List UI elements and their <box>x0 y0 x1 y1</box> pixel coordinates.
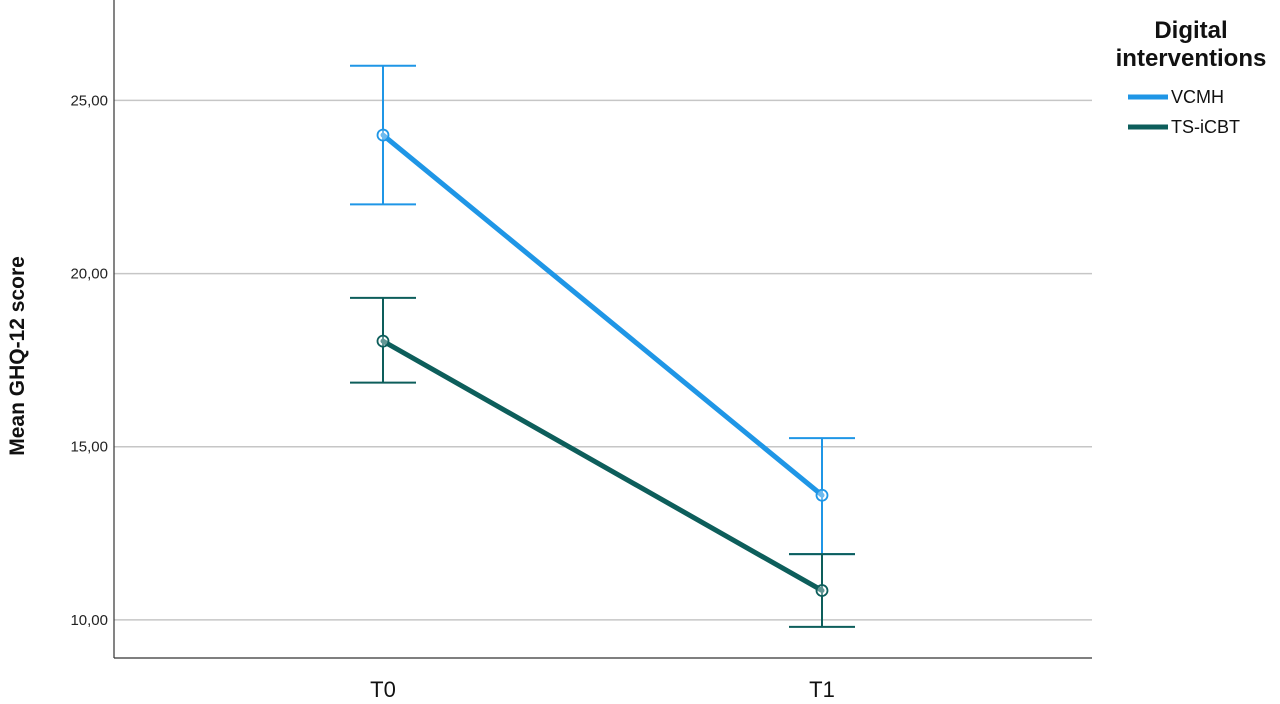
series <box>350 64 855 628</box>
y-tick-labels: 10,00 15,00 20,00 25,00 <box>70 92 108 628</box>
y-tick-label: 20,00 <box>70 266 108 283</box>
series-line <box>380 338 825 593</box>
series-vcmh <box>350 64 855 556</box>
legend-title-line-2: interventions <box>1116 45 1267 72</box>
y-tick-label: 15,00 <box>70 439 108 456</box>
gridlines <box>114 99 1092 621</box>
data-point <box>815 488 829 502</box>
y-axis-title: Mean GHQ-12 score <box>6 256 29 456</box>
series-ts-icbt <box>350 296 855 628</box>
data-point <box>376 128 390 142</box>
legend: Digital interventions VCMH TS-iCBT <box>1116 17 1267 137</box>
x-tick-label: T0 <box>370 677 396 702</box>
legend-title-line-1: Digital <box>1154 17 1227 44</box>
data-point <box>815 584 829 597</box>
y-tick-label: 10,00 <box>70 612 108 629</box>
legend-items: VCMH TS-iCBT <box>1128 87 1240 137</box>
series-line <box>380 132 825 498</box>
legend-label-vcmh: VCMH <box>1171 87 1224 107</box>
axes <box>113 0 1092 659</box>
x-tick-labels: T0 T1 <box>370 677 835 702</box>
legend-label-ts-icbt: TS-iCBT <box>1171 117 1240 137</box>
data-point <box>376 334 390 348</box>
x-tick-label: T1 <box>809 677 835 702</box>
y-tick-label: 25,00 <box>70 92 108 109</box>
